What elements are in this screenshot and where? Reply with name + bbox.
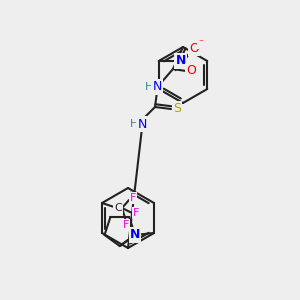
- Text: O: O: [186, 68, 196, 80]
- Text: O: O: [186, 64, 196, 77]
- Text: N: N: [152, 80, 162, 94]
- Text: N: N: [137, 118, 147, 130]
- Text: ⁻: ⁻: [198, 38, 203, 48]
- Text: N: N: [176, 55, 186, 68]
- Text: H: H: [130, 119, 138, 129]
- Text: F: F: [130, 193, 136, 203]
- Text: N: N: [130, 229, 140, 242]
- Text: S: S: [173, 103, 181, 116]
- Text: H: H: [145, 82, 153, 92]
- Text: F: F: [123, 220, 129, 230]
- Text: C: C: [114, 203, 122, 213]
- Text: O: O: [189, 41, 199, 55]
- Text: F: F: [133, 208, 139, 218]
